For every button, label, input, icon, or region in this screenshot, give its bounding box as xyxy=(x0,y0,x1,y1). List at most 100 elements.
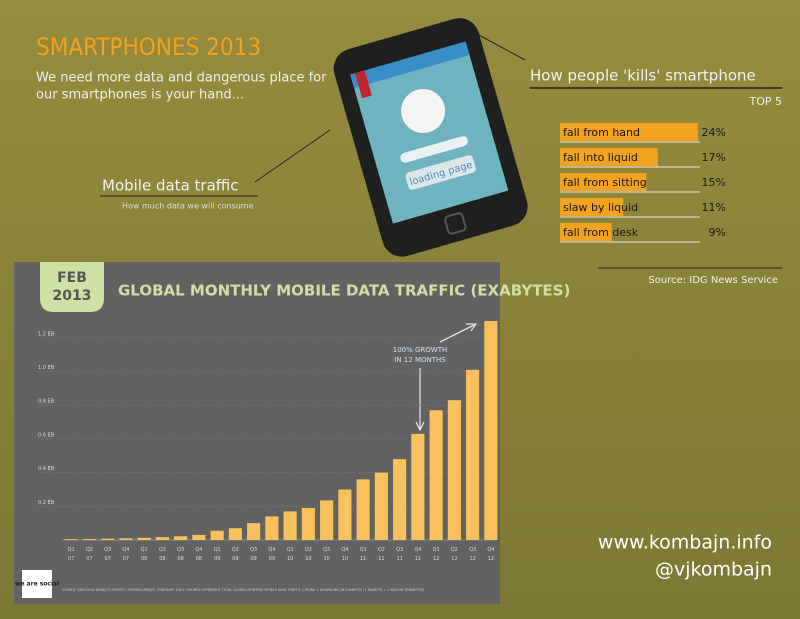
category-label: fall from sitting xyxy=(563,176,647,189)
x-tick-label: Q3 08 xyxy=(177,547,184,562)
x-tick-label: Q3 07 xyxy=(104,547,111,562)
x-tick-label: Q2 11 xyxy=(378,547,385,562)
bar xyxy=(374,472,388,540)
hbar-source: Source: IDG News Service xyxy=(648,275,778,286)
arrow xyxy=(415,368,425,432)
site: www.kombajn.info xyxy=(598,532,772,554)
x-tick-label: Q4 07 xyxy=(122,547,129,562)
x-tick-label: Q1 07 xyxy=(68,547,75,562)
x-tick-label: Q3 10 xyxy=(323,547,330,562)
bar xyxy=(192,534,206,540)
hbar-subtitle: TOP 5 xyxy=(748,95,782,108)
x-tick-label: Q1 09 xyxy=(214,547,221,562)
callout-line xyxy=(254,129,331,183)
x-tick-label: Q2 12 xyxy=(451,547,458,562)
value-label: 17% xyxy=(702,151,726,164)
category-label: fall into liquid xyxy=(563,151,638,164)
progress xyxy=(400,136,468,163)
y-tick-label: 0.2 EB xyxy=(38,500,55,506)
bar xyxy=(228,528,242,540)
badge-text: FEB xyxy=(57,270,87,286)
badge-text: 2013 xyxy=(53,288,92,304)
bar xyxy=(82,538,96,540)
bar xyxy=(560,123,698,141)
bar xyxy=(560,173,647,191)
x-tick-label: Q4 12 xyxy=(487,547,494,562)
x-tick-label: Q2 10 xyxy=(305,547,312,562)
x-tick-label: Q4 11 xyxy=(414,547,421,562)
y-tick-label: 1.0 EB xyxy=(38,365,55,371)
bar-title: GLOBAL MONTHLY MOBILE DATA TRAFFIC (EXAB… xyxy=(118,282,570,300)
value-label: 9% xyxy=(709,226,726,239)
y-tick-label: 0.4 EB xyxy=(38,466,55,472)
x-tick-label: Q2 07 xyxy=(86,547,93,562)
category-label: fall from hand xyxy=(563,126,640,139)
bar xyxy=(560,148,658,166)
bar xyxy=(155,537,169,540)
value-label: 11% xyxy=(702,201,726,214)
callout-line xyxy=(454,21,526,61)
x-tick-label: Q2 08 xyxy=(159,547,166,562)
y-tick-label: 0.6 EB xyxy=(38,432,55,438)
callout-subtitle: How much data we will consume xyxy=(122,202,254,211)
y-tick-label: 0.8 EB xyxy=(38,399,55,405)
handle: @vjkombajn xyxy=(655,559,772,581)
hbar-title: How people 'kills' smartphone xyxy=(530,67,756,85)
callout-title: Mobile data traffic xyxy=(102,177,239,195)
home-button xyxy=(444,212,467,235)
screen-bar xyxy=(350,41,470,89)
x-tick-label: Q1 10 xyxy=(287,547,294,562)
bar xyxy=(466,369,480,540)
bar xyxy=(560,198,624,216)
bar xyxy=(301,507,315,540)
bar xyxy=(320,500,334,540)
globe xyxy=(401,88,446,133)
bar xyxy=(119,538,133,540)
x-tick-label: Q3 09 xyxy=(250,547,257,562)
bar xyxy=(101,538,115,540)
phone: loading page xyxy=(333,18,528,257)
category-label: slaw by liquid xyxy=(563,201,638,214)
subtitle: our smartphones is your hand... xyxy=(36,88,244,103)
bar xyxy=(174,536,188,540)
bar xyxy=(447,400,461,540)
logo: we are social xyxy=(15,581,59,588)
badge xyxy=(40,262,104,312)
x-tick-label: Q4 09 xyxy=(268,547,275,562)
bar xyxy=(265,516,279,540)
bar xyxy=(393,459,407,540)
bar xyxy=(247,523,261,540)
bookmark xyxy=(355,70,372,99)
subtitle: We need more data and dangerous place fo… xyxy=(36,71,327,86)
category-label: fall from desk xyxy=(563,226,639,239)
bar xyxy=(484,321,498,540)
bar xyxy=(356,479,370,540)
bar xyxy=(137,537,151,540)
panel xyxy=(14,262,500,604)
bar xyxy=(283,511,297,540)
annotation: IN 12 MONTHS xyxy=(394,356,446,364)
x-tick-label: Q1 08 xyxy=(141,547,148,562)
x-tick-label: Q4 10 xyxy=(341,547,348,562)
button xyxy=(405,155,476,190)
x-tick-label: Q3 12 xyxy=(469,547,476,562)
bar xyxy=(210,530,224,540)
x-tick-label: Q1 12 xyxy=(433,547,440,562)
bar xyxy=(560,223,612,241)
bar xyxy=(338,489,352,540)
bar-source: SOURCE: ERICSSON MOBILITY REPORT, INTERI… xyxy=(62,588,424,592)
phone-screen xyxy=(350,41,509,224)
y-tick-label: 1.2 EB xyxy=(38,331,55,337)
value-label: 24% xyxy=(702,126,726,139)
title: SMARTPHONES 2013 xyxy=(36,33,261,61)
bar xyxy=(64,539,78,540)
logo-box xyxy=(22,570,52,598)
annotation: 100% GROWTH xyxy=(393,346,448,354)
x-tick-label: Q4 08 xyxy=(195,547,202,562)
bar xyxy=(429,410,443,540)
value-label: 15% xyxy=(702,176,726,189)
bar xyxy=(411,433,425,540)
x-tick-label: Q1 11 xyxy=(360,547,367,562)
x-tick-label: Q3 11 xyxy=(396,547,403,562)
